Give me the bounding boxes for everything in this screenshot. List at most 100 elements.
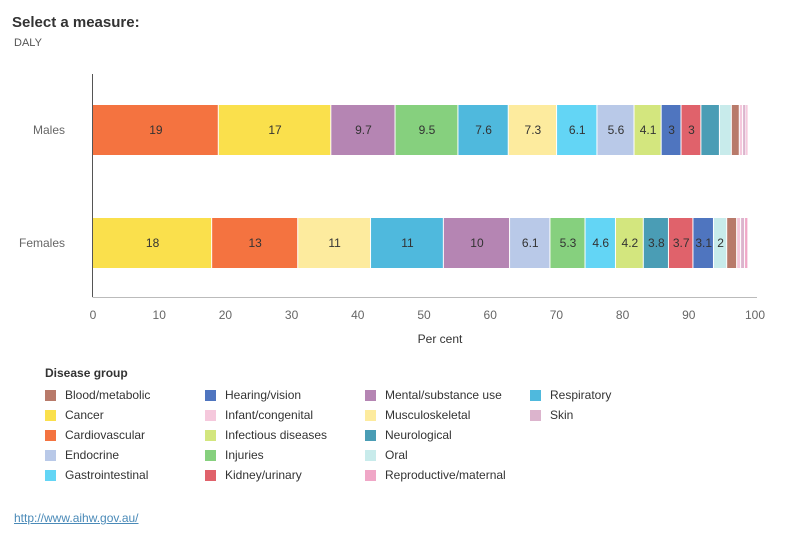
legend-item-skin[interactable]: Skin <box>530 408 573 422</box>
legend-item-kidney-urinary[interactable]: Kidney/urinary <box>205 468 302 482</box>
x-tick-label: 60 <box>484 308 498 322</box>
data-label: 9.5 <box>419 123 436 137</box>
bar-segment-males-mental-substance-use <box>331 105 395 155</box>
category-label-males: Males <box>33 123 65 137</box>
bar-segment-males-respiratory <box>458 105 508 155</box>
legend-label: Neurological <box>385 428 452 442</box>
data-label: 18 <box>146 236 160 250</box>
legend-swatch <box>530 389 541 401</box>
legend-label: Blood/metabolic <box>65 388 151 402</box>
legend-label: Skin <box>550 408 574 422</box>
bar-segment-males-musculoskeletal <box>508 105 557 155</box>
bar-segment-females-infant-congenital <box>737 218 741 268</box>
measure-selector-value[interactable]: DALY <box>14 37 42 49</box>
legend-swatch <box>365 469 376 481</box>
bar-segment-males-injuries <box>395 105 458 155</box>
legend-swatch <box>530 409 541 421</box>
data-label: 4.1 <box>640 123 657 137</box>
legend-item-cardiovascular[interactable]: Cardiovascular <box>45 428 145 442</box>
x-tick-label: 70 <box>550 308 564 322</box>
legend-item-infant-congenital[interactable]: Infant/congenital <box>205 408 313 422</box>
data-label: 9.7 <box>355 123 372 137</box>
legend-swatch <box>205 429 216 441</box>
bar-segment-females-infectious-diseases <box>615 218 643 268</box>
legend-item-cancer[interactable]: Cancer <box>45 408 104 422</box>
source-link[interactable]: http://www.aihw.gov.au/ <box>14 511 139 525</box>
legend-swatch <box>365 409 376 421</box>
bar-segment-females-blood-metabolic <box>727 218 737 268</box>
legend-label: Oral <box>385 448 408 462</box>
data-label: 3.1 <box>695 236 712 250</box>
legend-swatch <box>365 389 376 401</box>
legend-swatch <box>45 469 56 481</box>
legend-item-endocrine[interactable]: Endocrine <box>45 448 119 462</box>
bar-segment-males-hearing-vision <box>661 105 681 155</box>
bar-segment-males-neurological <box>701 105 719 155</box>
measure-selector-title: Select a measure: <box>12 14 140 31</box>
bar-segment-females-oral <box>713 218 727 268</box>
bar-segment-males-blood-metabolic <box>731 105 739 155</box>
legend-label: Cardiovascular <box>65 428 146 442</box>
legend-label: Musculoskeletal <box>385 408 471 422</box>
legend-label: Hearing/vision <box>225 388 302 402</box>
category-label-females: Females <box>19 236 65 250</box>
x-axis-title: Per cent <box>418 332 463 346</box>
legend-item-blood-metabolic[interactable]: Blood/metabolic <box>45 388 150 402</box>
bar-segment-females-cardiovascular <box>212 218 298 268</box>
data-label: 6.1 <box>522 236 539 250</box>
data-label: 4.6 <box>592 236 609 250</box>
bar-segment-females-skin <box>741 218 745 268</box>
x-tick-label: 90 <box>682 308 696 322</box>
legend-swatch <box>45 409 56 421</box>
legend-swatch <box>45 429 56 441</box>
legend-item-infectious-diseases[interactable]: Infectious diseases <box>205 428 327 442</box>
legend-item-gastrointestinal[interactable]: Gastrointestinal <box>45 468 148 482</box>
data-label: 11 <box>328 236 341 250</box>
legend-label: Injuries <box>225 448 264 462</box>
data-label: 5.6 <box>608 123 625 137</box>
data-label: 11 <box>401 236 414 250</box>
legend-label: Endocrine <box>65 448 120 462</box>
legend-item-hearing-vision[interactable]: Hearing/vision <box>205 388 301 402</box>
data-label: 4.2 <box>622 236 639 250</box>
bar-segment-females-reproductive-maternal <box>745 218 748 268</box>
bar-segment-females-hearing-vision <box>693 218 713 268</box>
bar-segment-males-oral <box>719 105 731 155</box>
legend-item-mental-substance-use[interactable]: Mental/substance use <box>365 388 502 402</box>
legend-label: Gastrointestinal <box>65 468 149 482</box>
legend-swatch <box>365 449 376 461</box>
legend-item-musculoskeletal[interactable]: Musculoskeletal <box>365 408 470 422</box>
bar-segment-females-musculoskeletal <box>298 218 371 268</box>
legend-item-neurological[interactable]: Neurological <box>365 428 452 442</box>
legend-item-reproductive-maternal[interactable]: Reproductive/maternal <box>365 468 506 482</box>
x-tick-label: 10 <box>153 308 167 322</box>
x-tick-label: 50 <box>417 308 431 322</box>
data-label: 3 <box>688 123 695 137</box>
legend-item-injuries[interactable]: Injuries <box>205 448 264 462</box>
legend-swatch <box>45 449 56 461</box>
data-label: 19 <box>149 123 163 137</box>
bar-segment-females-injuries <box>550 218 585 268</box>
legend-item-respiratory[interactable]: Respiratory <box>530 388 611 402</box>
data-label: 3.8 <box>648 236 665 250</box>
bar-segment-males-cancer <box>218 105 331 155</box>
legend-swatch <box>205 469 216 481</box>
bar-segment-males-reproductive-maternal <box>746 105 748 155</box>
bar-segment-males-infectious-diseases <box>634 105 661 155</box>
bar-segment-females-neurological <box>643 218 668 268</box>
data-label: 17 <box>268 123 282 137</box>
bar-segment-females-endocrine <box>510 218 550 268</box>
legend-label: Reproductive/maternal <box>385 468 506 482</box>
legend-item-oral[interactable]: Oral <box>365 448 408 462</box>
legend-label: Infant/congenital <box>225 408 314 422</box>
bar-segment-males-endocrine <box>597 105 634 155</box>
legend: Blood/metabolic Cancer Cardiovascular Endoc… <box>45 388 785 488</box>
data-label: 5.3 <box>560 236 577 250</box>
legend-swatch <box>205 389 216 401</box>
x-tick-label: 20 <box>219 308 233 322</box>
bar-segment-males-gastrointestinal <box>557 105 597 155</box>
legend-swatch <box>205 409 216 421</box>
legend-swatch <box>365 429 376 441</box>
x-tick-label: 80 <box>616 308 630 322</box>
bar-segment-females-respiratory <box>371 218 443 268</box>
